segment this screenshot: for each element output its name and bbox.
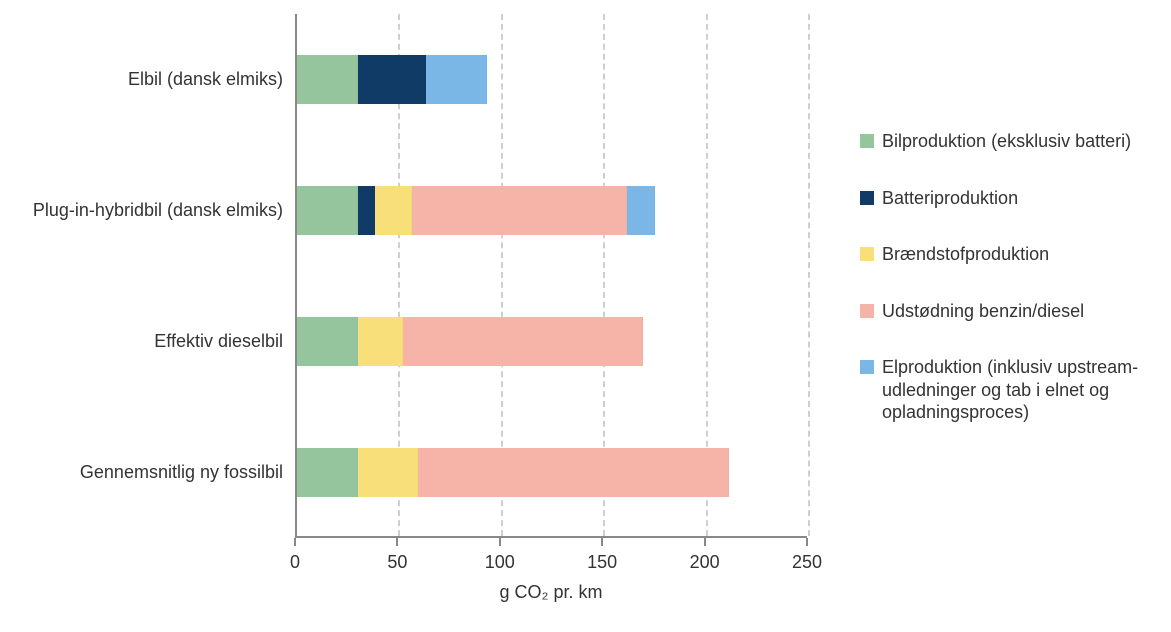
legend-label: Udstødning benzin/diesel bbox=[882, 300, 1084, 323]
x-tick-label: 0 bbox=[290, 552, 300, 573]
x-tick-label: 100 bbox=[485, 552, 515, 573]
legend-item: Udstødning benzin/diesel bbox=[860, 300, 1160, 323]
bar-segment-braendstof bbox=[358, 317, 403, 365]
legend-label: Brændstofproduktion bbox=[882, 243, 1049, 266]
bar-segment-udstodning bbox=[403, 317, 643, 365]
bar-segment-braendstof bbox=[375, 186, 412, 234]
x-tick bbox=[294, 538, 296, 546]
x-tick-label: 200 bbox=[690, 552, 720, 573]
legend-item: Batteriproduktion bbox=[860, 187, 1160, 210]
bar-segment-bilproduktion bbox=[297, 186, 358, 234]
legend-label: Bilproduktion (eksklusiv batteri) bbox=[882, 130, 1131, 153]
legend-item: Brændstofproduktion bbox=[860, 243, 1160, 266]
chart-container: Bilproduktion (eksklusiv batteri) Batteri… bbox=[0, 0, 1171, 632]
legend-swatch bbox=[860, 134, 874, 148]
legend-label: Elproduktion (inklusiv upstream-udlednin… bbox=[882, 356, 1160, 424]
x-tick-label: 150 bbox=[587, 552, 617, 573]
bar-segment-batteri bbox=[358, 186, 374, 234]
x-tick bbox=[396, 538, 398, 546]
x-tick bbox=[601, 538, 603, 546]
bar-segment-udstodning bbox=[412, 186, 627, 234]
x-tick bbox=[704, 538, 706, 546]
legend-swatch bbox=[860, 360, 874, 374]
legend-swatch bbox=[860, 247, 874, 261]
bar-segment-braendstof bbox=[358, 448, 417, 496]
y-tick-label: Plug-in-hybridbil (dansk elmiks) bbox=[23, 200, 283, 222]
legend: Bilproduktion (eksklusiv batteri) Batteri… bbox=[860, 130, 1160, 458]
legend-item: Bilproduktion (eksklusiv batteri) bbox=[860, 130, 1160, 153]
legend-swatch bbox=[860, 191, 874, 205]
bar-row bbox=[297, 186, 807, 234]
legend-swatch bbox=[860, 304, 874, 318]
bar-segment-udstodning bbox=[418, 448, 729, 496]
x-tick bbox=[806, 538, 808, 546]
x-tick bbox=[499, 538, 501, 546]
plot-area bbox=[295, 14, 807, 538]
bar-segment-bilproduktion bbox=[297, 317, 358, 365]
bar-segment-elproduktion bbox=[426, 55, 487, 103]
bar-row bbox=[297, 55, 807, 103]
legend-item: Elproduktion (inklusiv upstream-udlednin… bbox=[860, 356, 1160, 424]
y-tick-label: Effektiv dieselbil bbox=[23, 331, 283, 353]
gridline bbox=[808, 14, 810, 536]
x-tick-label: 50 bbox=[387, 552, 407, 573]
y-tick-label: Gennemsnitlig ny fossilbil bbox=[23, 462, 283, 484]
bar-segment-bilproduktion bbox=[297, 55, 358, 103]
bar-segment-batteri bbox=[358, 55, 426, 103]
legend-label: Batteriproduktion bbox=[882, 187, 1018, 210]
bar-segment-bilproduktion bbox=[297, 448, 358, 496]
bar-row bbox=[297, 317, 807, 365]
y-tick-label: Elbil (dansk elmiks) bbox=[23, 69, 283, 91]
x-axis-label: g CO₂ pr. km bbox=[499, 582, 602, 603]
x-tick-label: 250 bbox=[792, 552, 822, 573]
bar-segment-elproduktion bbox=[627, 186, 656, 234]
bar-row bbox=[297, 448, 807, 496]
